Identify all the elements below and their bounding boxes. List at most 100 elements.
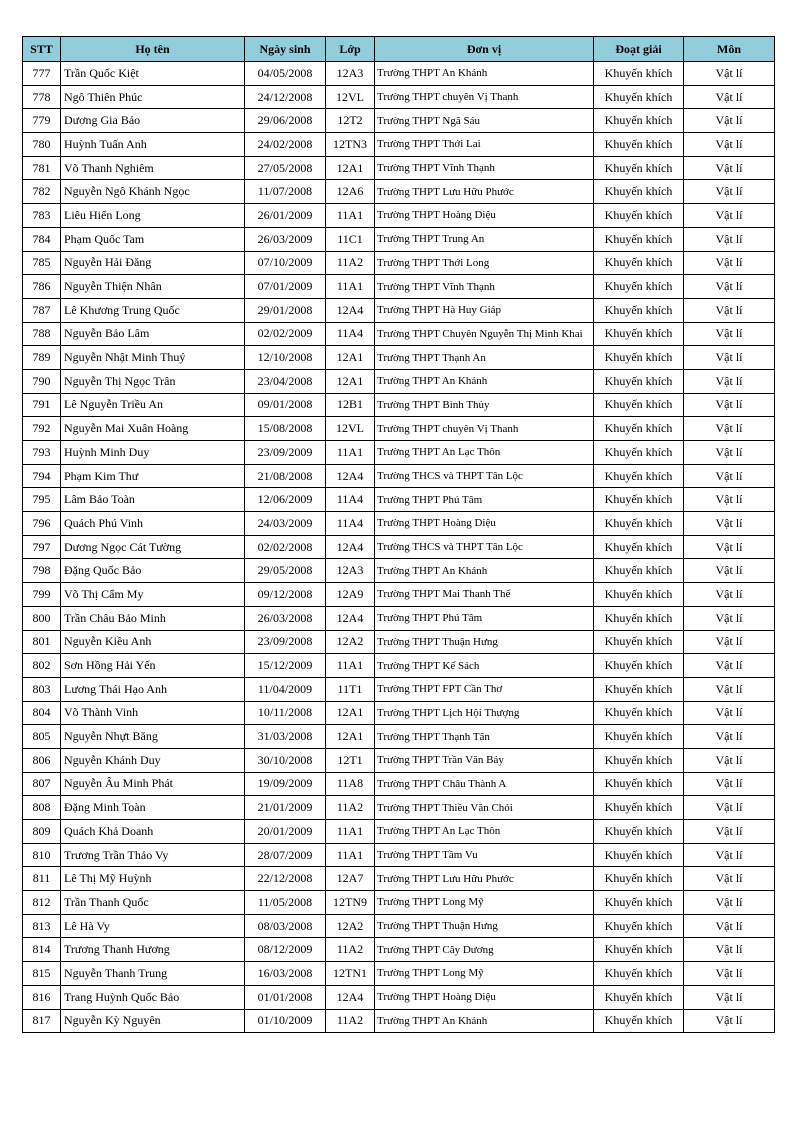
award-cell: Khuyến khích xyxy=(593,250,684,276)
unit-cell: Trường THPT Hoàng Diệu xyxy=(374,203,594,228)
award-cell: Khuyến khích xyxy=(593,179,684,205)
table-row: 800 Trần Châu Bảo Minh 26/03/2008 12A4 Trườn… xyxy=(22,605,775,631)
name-cell: Nguyễn Âu Minh Phát xyxy=(60,771,245,797)
dob-cell: 28/07/2009 xyxy=(244,842,326,868)
name-cell: Lâm Bảo Toàn xyxy=(60,487,245,513)
table-row: 778 Ngô Thiên Phúc 24/12/2008 12VL Trường TH… xyxy=(22,84,775,110)
dob-cell: 12/10/2008 xyxy=(244,345,326,370)
table-row: 781 Võ Thanh Nghiêm 27/05/2008 12A1 Trường T… xyxy=(22,155,775,181)
class-cell: 11A1 xyxy=(325,440,375,465)
unit-cell: Trường THPT Phú Tâm xyxy=(374,605,594,631)
award-cell: Khuyến khích xyxy=(593,629,684,655)
table-row: 791 Lê Nguyễn Triều An 09/01/2008 12B1 Trườn… xyxy=(22,392,775,418)
award-cell: Khuyến khích xyxy=(593,747,684,773)
dob-cell: 29/05/2008 xyxy=(244,558,326,584)
table-row: 784 Phạm Quốc Tam 26/03/2009 11C1 Trường THP… xyxy=(22,226,775,252)
dob-cell: 15/08/2008 xyxy=(244,416,326,441)
name-cell: Đặng Quốc Bảo xyxy=(60,558,245,584)
name-cell: Đặng Minh Toàn xyxy=(60,795,245,820)
dob-cell: 20/01/2009 xyxy=(244,819,326,844)
class-cell: 11T1 xyxy=(325,676,375,702)
subject-cell: Vật lí xyxy=(683,297,775,323)
unit-cell: Trường THPT Châu Thành A xyxy=(374,771,594,797)
subject-cell: Vật lí xyxy=(683,392,775,418)
subject-cell: Vật lí xyxy=(683,605,775,631)
name-cell: Trương Trần Thảo Vy xyxy=(60,842,245,868)
unit-cell: Trường THPT Vĩnh Thạnh xyxy=(374,155,594,181)
stt-cell: 801 xyxy=(22,629,61,655)
subject-cell: Vật lí xyxy=(683,132,775,157)
dob-cell: 19/09/2009 xyxy=(244,771,326,797)
stt-cell: 804 xyxy=(22,700,61,726)
table-row: 803 Lương Thái Hạo Anh 11/04/2009 11T1 Trườn… xyxy=(22,676,775,702)
class-cell: 11A1 xyxy=(325,653,375,678)
stt-cell: 817 xyxy=(22,1008,61,1034)
class-cell: 12VL xyxy=(325,84,375,110)
name-cell: Quách Khả Doanh xyxy=(60,819,245,844)
stt-cell: 800 xyxy=(22,605,61,631)
table-row: 809 Quách Khả Doanh 20/01/2009 11A1 Trường T… xyxy=(22,819,775,844)
unit-cell: Trường THPT Bình Thủy xyxy=(374,392,594,418)
stt-cell: 797 xyxy=(22,534,61,560)
name-cell: Sơn Hồng Hải Yến xyxy=(60,653,245,678)
award-cell: Khuyến khích xyxy=(593,132,684,157)
class-cell: 12T1 xyxy=(325,747,375,773)
class-cell: 12A1 xyxy=(325,155,375,181)
class-cell: 11A8 xyxy=(325,771,375,797)
award-cell: Khuyến khích xyxy=(593,84,684,110)
subject-cell: Vật lí xyxy=(683,440,775,465)
unit-cell: Trường THPT Hoàng Diệu xyxy=(374,984,594,1010)
class-cell: 12A3 xyxy=(325,61,375,86)
name-cell: Nguyễn Kiều Anh xyxy=(60,629,245,655)
table-row: 793 Huỳnh Minh Duy 23/09/2009 11A1 Trường TH… xyxy=(22,440,775,465)
award-cell: Khuyến khích xyxy=(593,108,684,134)
table-row: 808 Đặng Minh Toàn 21/01/2009 11A2 Trường TH… xyxy=(22,795,775,820)
name-cell: Nguyễn Thiện Nhân xyxy=(60,274,245,299)
award-cell: Khuyến khích xyxy=(593,368,684,394)
subject-cell: Vật lí xyxy=(683,700,775,726)
class-cell: 11A1 xyxy=(325,819,375,844)
subject-cell: Vật lí xyxy=(683,345,775,370)
class-cell: 12A1 xyxy=(325,345,375,370)
table-row: 777 Trần Quốc Kiệt 04/05/2008 12A3 Trường TH… xyxy=(22,61,775,86)
table-row: 799 Võ Thị Cẩm My 09/12/2008 12A9 Trường THP… xyxy=(22,582,775,607)
stt-cell: 782 xyxy=(22,179,61,205)
name-cell: Nguyễn Nhật Minh Thuý xyxy=(60,345,245,370)
dob-cell: 02/02/2009 xyxy=(244,321,326,347)
stt-cell: 798 xyxy=(22,558,61,584)
stt-cell: 792 xyxy=(22,416,61,441)
name-cell: Nguyễn Mai Xuân Hoàng xyxy=(60,416,245,441)
name-cell: Trần Thanh Quốc xyxy=(60,890,245,915)
subject-cell: Vật lí xyxy=(683,937,775,963)
subject-cell: Vật lí xyxy=(683,368,775,394)
award-cell: Khuyến khích xyxy=(593,440,684,465)
class-cell: 11A1 xyxy=(325,203,375,228)
class-cell: 12A4 xyxy=(325,297,375,323)
class-cell: 11A2 xyxy=(325,250,375,276)
unit-cell: Trường THPT Long Mỹ xyxy=(374,961,594,986)
stt-cell: 815 xyxy=(22,961,61,986)
stt-cell: 816 xyxy=(22,984,61,1010)
header-dob: Ngày sinh xyxy=(244,36,326,62)
name-cell: Nguyễn Nhựt Băng xyxy=(60,724,245,749)
dob-cell: 07/10/2009 xyxy=(244,250,326,276)
header-name: Họ tên xyxy=(60,36,245,62)
table-row: 807 Nguyễn Âu Minh Phát 19/09/2009 11A8 Trườ… xyxy=(22,771,775,797)
subject-cell: Vật lí xyxy=(683,84,775,110)
table-row: 806 Nguyễn Khánh Duy 30/10/2008 12T1 Trường … xyxy=(22,747,775,773)
class-cell: 12TN3 xyxy=(325,132,375,157)
class-cell: 12TN9 xyxy=(325,890,375,915)
award-cell: Khuyến khích xyxy=(593,842,684,868)
table-row: 798 Đặng Quốc Bảo 29/05/2008 12A3 Trường THP… xyxy=(22,558,775,584)
table-row: 812 Trần Thanh Quốc 11/05/2008 12TN9 Trường … xyxy=(22,890,775,915)
dob-cell: 29/01/2008 xyxy=(244,297,326,323)
table-row: 780 Huỳnh Tuấn Anh 24/02/2008 12TN3 Trường T… xyxy=(22,132,775,157)
class-cell: 12A4 xyxy=(325,463,375,489)
class-cell: 12B1 xyxy=(325,392,375,418)
stt-cell: 808 xyxy=(22,795,61,820)
dob-cell: 23/09/2009 xyxy=(244,440,326,465)
unit-cell: Trường THPT Ngã Sáu xyxy=(374,108,594,134)
award-cell: Khuyến khích xyxy=(593,463,684,489)
awards-table: STT Họ tên Ngày sinh Lớp Đơn vị Đoạt giả… xyxy=(22,36,775,1034)
table-body: 777 Trần Quốc Kiệt 04/05/2008 12A3 Trường TH… xyxy=(22,61,775,1034)
